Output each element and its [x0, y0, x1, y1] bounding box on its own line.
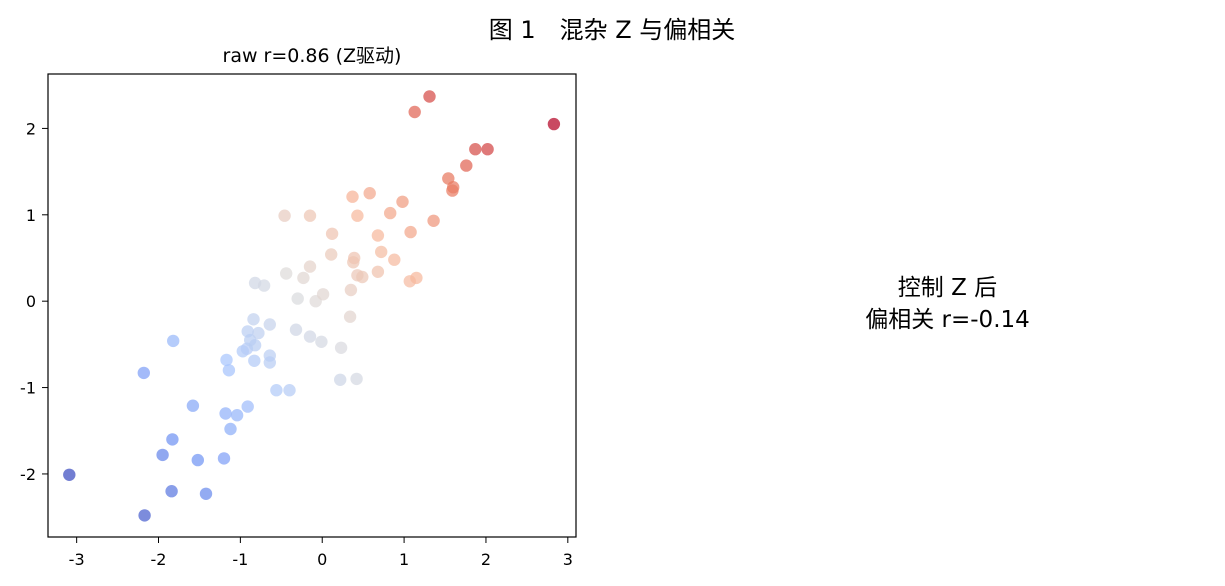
scatter-point: [303, 330, 317, 343]
scatter-point: [241, 400, 254, 413]
scatter-point: [404, 225, 417, 239]
scatter-point: [224, 422, 237, 436]
x-tick-label: -2: [151, 550, 167, 569]
y-tick-label: 1: [26, 206, 36, 225]
x-tick-label: 1: [399, 550, 409, 569]
x-tick-label: 2: [481, 550, 491, 569]
scatter-point: [297, 271, 310, 285]
x-tick-label: -1: [232, 550, 248, 569]
scatter-point: [303, 260, 317, 273]
scatter-point: [270, 384, 283, 397]
scatter-point: [257, 279, 271, 292]
scatter-point: [363, 187, 376, 200]
scatter-point: [325, 248, 338, 261]
scatter-point: [351, 209, 364, 222]
y-tick-label: -1: [20, 379, 36, 398]
scatter-point: [252, 326, 265, 340]
scatter-point: [63, 468, 76, 481]
y-tick-label: -2: [20, 465, 36, 484]
scatter-point: [166, 433, 179, 446]
x-tick-label: 0: [317, 550, 327, 569]
scatter-point: [165, 485, 178, 498]
scatter-point: [334, 341, 348, 354]
scatter-point: [280, 267, 293, 280]
scatter-point: [137, 366, 150, 380]
scatter-point: [248, 339, 262, 352]
scatter-point: [248, 354, 261, 367]
x-axis-ticks: -3 -2 -1 0 1 2 3: [69, 537, 573, 569]
scatter-point: [344, 283, 358, 297]
scatter-point: [222, 364, 236, 377]
scatter-panel-title: raw r=0.86 (Z驱动): [223, 45, 402, 67]
y-tick-label: 0: [26, 292, 36, 311]
scatter-point: [371, 229, 385, 242]
scatter-point: [481, 143, 494, 156]
scatter-point: [408, 105, 421, 119]
scatter-point: [291, 292, 304, 305]
y-axis-ticks: -2 -1 0 1 2: [20, 119, 48, 484]
scatter-point: [316, 288, 330, 301]
x-tick-label: -3: [69, 550, 85, 569]
scatter-point: [278, 209, 291, 222]
scatter-points: [63, 90, 561, 522]
scatter-point: [217, 452, 231, 465]
scatter-point: [315, 335, 328, 348]
scatter-point: [199, 487, 213, 500]
scatter-point: [263, 356, 276, 369]
scatter-plot-frame: [47, 73, 577, 538]
scatter-point: [325, 227, 339, 240]
scatter-point: [230, 409, 244, 422]
scatter-point: [348, 251, 361, 265]
scatter-point: [303, 209, 317, 222]
scatter-point: [460, 159, 473, 172]
scatter-point: [423, 90, 436, 103]
scatter-point: [138, 509, 151, 522]
scatter-point: [156, 448, 169, 462]
scatter-point: [384, 206, 397, 220]
x-tick-label: 3: [563, 550, 573, 569]
scatter-point: [356, 270, 369, 284]
scatter-point: [350, 372, 363, 386]
scatter-point: [289, 323, 303, 336]
scatter-point: [283, 384, 296, 397]
scatter-point: [388, 253, 401, 266]
scatter-point: [334, 373, 347, 386]
scatter-point: [396, 195, 409, 208]
figure-title: 图 1 混杂 Z 与偏相关: [489, 16, 736, 44]
y-tick-label: 2: [26, 119, 36, 138]
partial-correlation-note: 控制 Z 后 偏相关 r=-0.14: [865, 275, 1030, 333]
scatter-point: [371, 265, 385, 278]
scatter-point: [427, 214, 440, 227]
scatter-point: [410, 271, 423, 285]
scatter-point: [219, 407, 232, 420]
scatter-point: [442, 172, 455, 185]
scatter-point: [263, 318, 276, 331]
scatter-point: [375, 245, 388, 259]
scatter-point: [547, 117, 561, 131]
scatter-point: [247, 313, 260, 326]
scatter-point: [220, 353, 233, 367]
scatter-point: [167, 334, 180, 348]
scatter-point: [186, 399, 200, 412]
scatter-point: [343, 310, 357, 323]
scatter-point: [191, 453, 204, 467]
scatter-point: [469, 143, 482, 156]
scatter-point: [346, 190, 359, 203]
